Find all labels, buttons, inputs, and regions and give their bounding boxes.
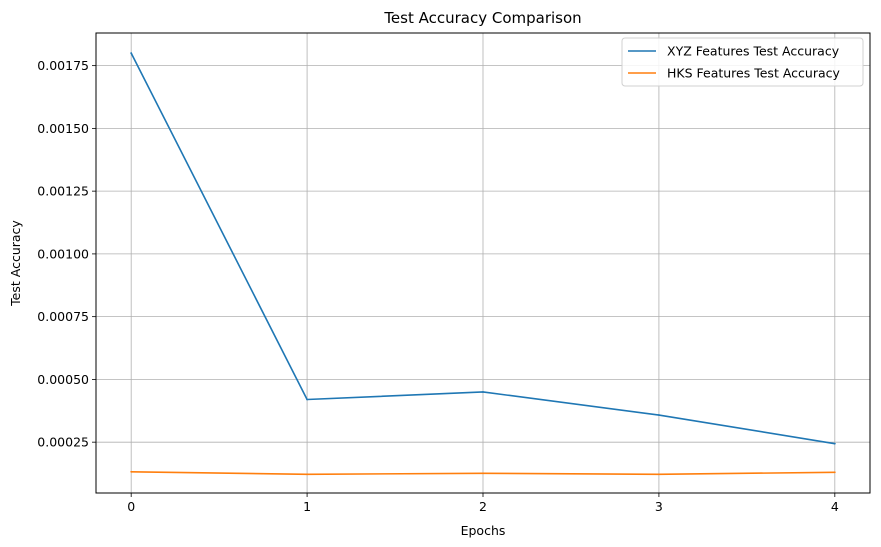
x-axis: 0 1 2 3 4 — [127, 493, 839, 514]
grid-lines — [96, 33, 870, 493]
data-point — [130, 470, 133, 473]
data-point — [306, 473, 308, 476]
y-tick-label: 0.00100 — [37, 246, 89, 261]
x-tick-label: 3 — [655, 499, 663, 514]
data-point — [482, 472, 484, 475]
data-point — [833, 442, 836, 445]
data-point — [130, 52, 133, 54]
legend-label-1: HKS Features Test Accuracy — [667, 66, 840, 81]
x-tick-label: 2 — [479, 499, 487, 514]
data-point — [482, 391, 484, 393]
x-tick-label: 4 — [831, 499, 839, 514]
y-tick-label: 0.00075 — [37, 309, 89, 324]
x-tick-label: 1 — [303, 499, 311, 514]
data-point — [658, 414, 660, 416]
y-tick-label: 0.00050 — [37, 372, 89, 387]
y-tick-label: 0.00025 — [37, 435, 89, 450]
legend-label-0: XYZ Features Test Accuracy — [667, 44, 840, 59]
y-tick-label: 0.00175 — [37, 58, 89, 73]
y-axis-title: Test Accuracy — [8, 220, 23, 307]
x-axis-title: Epochs — [461, 523, 506, 538]
legend: XYZ Features Test Accuracy HKS Features T… — [621, 37, 864, 87]
data-point — [833, 471, 836, 474]
y-axis: 0.00025 0.00050 0.00075 0.00100 0.00125 0.001… — [37, 58, 96, 450]
data-point — [658, 473, 660, 476]
chart-title: Test Accuracy Comparison — [383, 9, 581, 27]
x-tick-label: 0 — [127, 499, 135, 514]
data-point — [306, 398, 308, 401]
legend-box — [621, 37, 864, 87]
y-tick-label: 0.00125 — [37, 184, 89, 199]
y-tick-label: 0.00150 — [37, 121, 89, 136]
plot-series — [130, 52, 836, 476]
